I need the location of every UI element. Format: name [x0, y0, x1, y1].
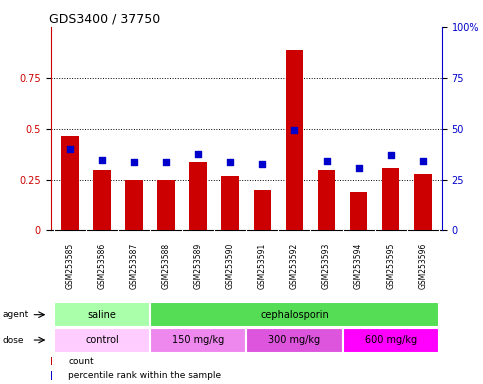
Text: GSM253594: GSM253594 [354, 243, 363, 289]
Point [387, 152, 395, 158]
Text: percentile rank within the sample: percentile rank within the sample [68, 371, 221, 380]
Bar [61, 136, 79, 230]
Bar [342, 328, 439, 353]
Point [258, 161, 266, 167]
Text: GSM253589: GSM253589 [194, 243, 203, 289]
Point [194, 151, 202, 157]
Text: saline: saline [87, 310, 116, 320]
Point [130, 159, 138, 165]
Text: GSM253586: GSM253586 [98, 243, 107, 289]
Text: 300 mg/kg: 300 mg/kg [269, 335, 321, 345]
Text: GSM253592: GSM253592 [290, 243, 299, 289]
Bar [246, 328, 342, 353]
Text: GSM253591: GSM253591 [258, 243, 267, 289]
Text: GSM253587: GSM253587 [129, 243, 139, 289]
Bar [150, 328, 246, 353]
Text: cephalosporin: cephalosporin [260, 310, 329, 320]
Bar [150, 302, 439, 327]
Text: agent: agent [2, 310, 28, 319]
Bar [51, 357, 52, 366]
Point [323, 158, 330, 164]
Text: count: count [68, 357, 94, 366]
Point [66, 146, 74, 152]
Point [419, 158, 426, 164]
Text: dose: dose [2, 336, 24, 344]
Text: 600 mg/kg: 600 mg/kg [365, 335, 417, 345]
Text: GSM253588: GSM253588 [162, 243, 170, 289]
Bar [54, 328, 150, 353]
Bar [93, 170, 111, 230]
Bar [157, 180, 175, 230]
Text: 150 mg/kg: 150 mg/kg [172, 335, 224, 345]
Point [162, 159, 170, 165]
Bar [254, 190, 271, 230]
Text: GSM253585: GSM253585 [66, 243, 74, 289]
Text: GDS3400 / 37750: GDS3400 / 37750 [49, 13, 160, 26]
Text: GSM253590: GSM253590 [226, 243, 235, 289]
Point [98, 157, 106, 163]
Text: GSM253593: GSM253593 [322, 243, 331, 289]
Text: control: control [85, 335, 119, 345]
Bar [318, 170, 335, 230]
Bar [189, 162, 207, 230]
Bar [222, 176, 239, 230]
Bar [125, 180, 143, 230]
Point [227, 159, 234, 165]
Point [291, 127, 298, 133]
Bar [414, 174, 431, 230]
Bar [51, 371, 52, 380]
Text: GSM253596: GSM253596 [418, 243, 427, 289]
Point [355, 165, 362, 171]
Bar [382, 168, 399, 230]
Bar [285, 50, 303, 230]
Bar [54, 302, 150, 327]
Text: GSM253595: GSM253595 [386, 243, 395, 289]
Bar [350, 192, 368, 230]
